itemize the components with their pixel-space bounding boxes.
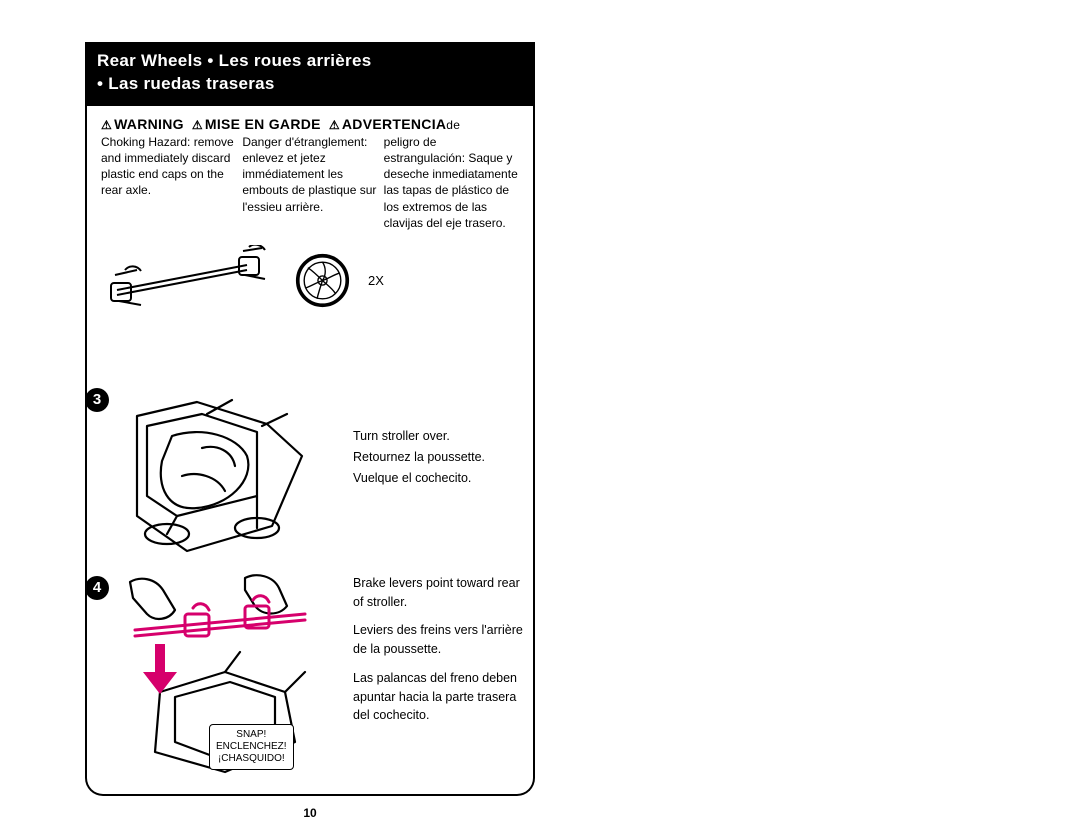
warning-label-fr: ⚠MISE EN GARDE — [192, 116, 321, 132]
snap-en: SNAP! — [216, 729, 287, 741]
warning-label-en-text: WARNING — [114, 116, 184, 132]
step4-text: Brake levers point toward rear of stroll… — [353, 574, 523, 735]
warning-label-es-text: ADVERTENCIA — [342, 116, 446, 132]
page-number: 10 — [303, 806, 316, 820]
title-sep1: • — [202, 51, 218, 70]
step-3-number: 3 — [85, 388, 109, 412]
title-fr: Les roues arrières — [219, 51, 372, 70]
step3-es: Vuelque el cochecito. — [353, 468, 523, 489]
warning-label-es: ⚠ADVERTENCIA de — [329, 116, 460, 132]
warning-icon: ⚠ — [192, 118, 203, 132]
axle-illustration — [107, 245, 277, 315]
arrow-icon — [143, 644, 177, 694]
snap-callout: SNAP! ENCLENCHEZ! ¡CHASQUIDO! — [209, 724, 294, 770]
warning-header: ⚠WARNING ⚠MISE EN GARDE ⚠ADVERTENCIA de — [101, 116, 519, 132]
section-title: Rear Wheels • Les roues arrières • Las r… — [85, 42, 535, 106]
warning-text-fr: Danger d'étranglement: enlevez et jetez … — [242, 134, 377, 231]
step3-illustration — [107, 396, 337, 566]
parts-qty: 2X — [368, 273, 384, 288]
step4-es: Las palancas del freno deben apuntar hac… — [353, 669, 523, 725]
step3-fr: Retournez la poussette. — [353, 447, 523, 468]
snap-fr: ENCLENCHEZ! — [216, 741, 287, 753]
title-en: Rear Wheels — [97, 51, 202, 70]
warning-label-en: ⚠WARNING — [101, 116, 184, 132]
warning-text-es: peligro de estrangulación: Saque y desec… — [384, 134, 519, 231]
wheel-illustration — [295, 253, 350, 308]
warning-icon: ⚠ — [329, 118, 340, 132]
step4-en: Brake levers point toward rear of stroll… — [353, 574, 523, 612]
snap-es: ¡CHASQUIDO! — [216, 753, 287, 765]
page: Rear Wheels • Les roues arrières • Las r… — [85, 42, 535, 796]
title-sep2: • — [97, 74, 108, 93]
parts-row: 2X — [107, 245, 519, 315]
step3-en: Turn stroller over. — [353, 426, 523, 447]
content-box: ⚠WARNING ⚠MISE EN GARDE ⚠ADVERTENCIA de … — [85, 106, 535, 796]
step4-fr: Leviers des freins vers l'arrière de la … — [353, 621, 523, 659]
step3-text: Turn stroller over. Retournez la pousset… — [353, 426, 523, 490]
warning-label-fr-text: MISE EN GARDE — [205, 116, 321, 132]
title-es: Las ruedas traseras — [108, 74, 274, 93]
warning-body: Choking Hazard: remove and immediately d… — [101, 134, 519, 231]
warning-text-en: Choking Hazard: remove and immediately d… — [101, 134, 236, 231]
warning-es-suffix: de — [446, 118, 460, 132]
warning-icon: ⚠ — [101, 118, 112, 132]
